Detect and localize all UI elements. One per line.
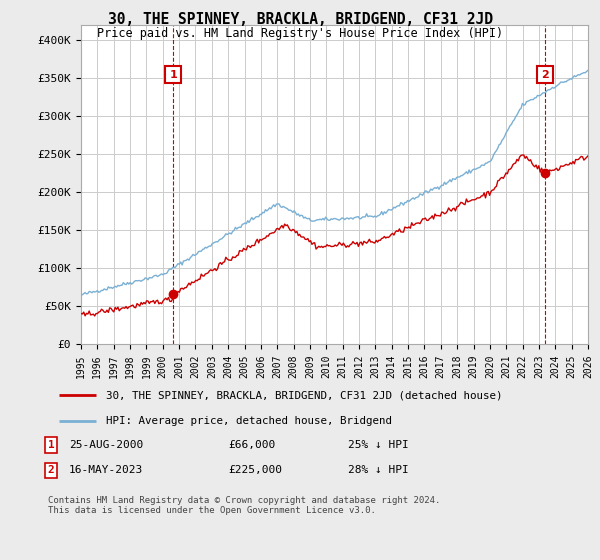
- Text: HPI: Average price, detached house, Bridgend: HPI: Average price, detached house, Brid…: [106, 416, 392, 426]
- Text: 28% ↓ HPI: 28% ↓ HPI: [348, 465, 409, 475]
- Text: 30, THE SPINNEY, BRACKLA, BRIDGEND, CF31 2JD (detached house): 30, THE SPINNEY, BRACKLA, BRIDGEND, CF31…: [106, 390, 503, 400]
- Text: 2: 2: [47, 465, 55, 475]
- Text: 30, THE SPINNEY, BRACKLA, BRIDGEND, CF31 2JD: 30, THE SPINNEY, BRACKLA, BRIDGEND, CF31…: [107, 12, 493, 27]
- Text: £66,000: £66,000: [228, 440, 275, 450]
- Text: 25% ↓ HPI: 25% ↓ HPI: [348, 440, 409, 450]
- Text: £225,000: £225,000: [228, 465, 282, 475]
- Text: 25-AUG-2000: 25-AUG-2000: [69, 440, 143, 450]
- Text: 1: 1: [169, 69, 177, 80]
- Text: Price paid vs. HM Land Registry's House Price Index (HPI): Price paid vs. HM Land Registry's House …: [97, 27, 503, 40]
- Text: 1: 1: [47, 440, 55, 450]
- Text: 16-MAY-2023: 16-MAY-2023: [69, 465, 143, 475]
- Text: Contains HM Land Registry data © Crown copyright and database right 2024.
This d: Contains HM Land Registry data © Crown c…: [48, 496, 440, 515]
- Text: 2: 2: [541, 69, 549, 80]
